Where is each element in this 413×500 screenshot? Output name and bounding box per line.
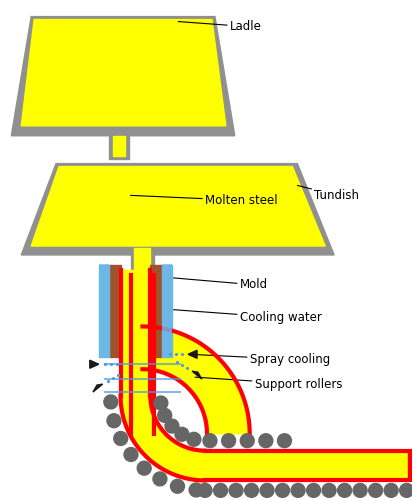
Text: Tundish: Tundish <box>297 186 359 202</box>
Text: Cooling water: Cooling water <box>172 310 322 324</box>
Circle shape <box>171 480 185 493</box>
Circle shape <box>175 428 189 442</box>
Circle shape <box>107 414 121 428</box>
Circle shape <box>244 484 259 498</box>
Polygon shape <box>99 265 109 358</box>
Circle shape <box>338 484 351 498</box>
Circle shape <box>189 483 203 497</box>
Polygon shape <box>408 450 413 480</box>
Circle shape <box>400 484 413 498</box>
Polygon shape <box>192 371 202 379</box>
Circle shape <box>306 484 320 498</box>
Polygon shape <box>109 136 128 158</box>
Circle shape <box>165 419 179 433</box>
Polygon shape <box>131 248 154 272</box>
Polygon shape <box>150 265 162 358</box>
Polygon shape <box>142 326 250 434</box>
Circle shape <box>240 434 254 448</box>
Text: Mold: Mold <box>172 278 268 291</box>
Circle shape <box>154 396 168 410</box>
Polygon shape <box>131 270 154 434</box>
Circle shape <box>203 434 217 448</box>
Circle shape <box>114 432 128 446</box>
Text: Ladle: Ladle <box>178 20 262 33</box>
Polygon shape <box>21 20 226 126</box>
Circle shape <box>198 484 212 498</box>
Circle shape <box>353 484 367 498</box>
Polygon shape <box>162 265 172 358</box>
Text: Support rollers: Support rollers <box>195 377 342 390</box>
Circle shape <box>229 484 243 498</box>
Circle shape <box>260 484 274 498</box>
Polygon shape <box>21 164 334 255</box>
Circle shape <box>259 434 273 448</box>
Polygon shape <box>31 166 325 246</box>
Circle shape <box>291 484 305 498</box>
Circle shape <box>275 484 290 498</box>
Polygon shape <box>11 16 235 136</box>
Polygon shape <box>93 384 103 392</box>
Circle shape <box>187 432 201 446</box>
Polygon shape <box>90 360 99 368</box>
Circle shape <box>384 484 398 498</box>
Circle shape <box>137 461 151 475</box>
Polygon shape <box>121 396 205 480</box>
Polygon shape <box>109 265 121 358</box>
Circle shape <box>153 472 167 486</box>
Circle shape <box>214 484 228 498</box>
Text: Spray cooling: Spray cooling <box>190 353 330 366</box>
Text: Molten steel: Molten steel <box>131 194 278 207</box>
Polygon shape <box>205 450 412 480</box>
Circle shape <box>104 395 118 409</box>
Polygon shape <box>121 270 150 396</box>
Circle shape <box>124 448 138 462</box>
Circle shape <box>322 484 336 498</box>
Polygon shape <box>135 248 150 270</box>
Circle shape <box>158 408 172 422</box>
Polygon shape <box>113 136 125 156</box>
Circle shape <box>222 434 235 448</box>
Polygon shape <box>188 350 197 358</box>
Circle shape <box>369 484 382 498</box>
Circle shape <box>278 434 292 448</box>
